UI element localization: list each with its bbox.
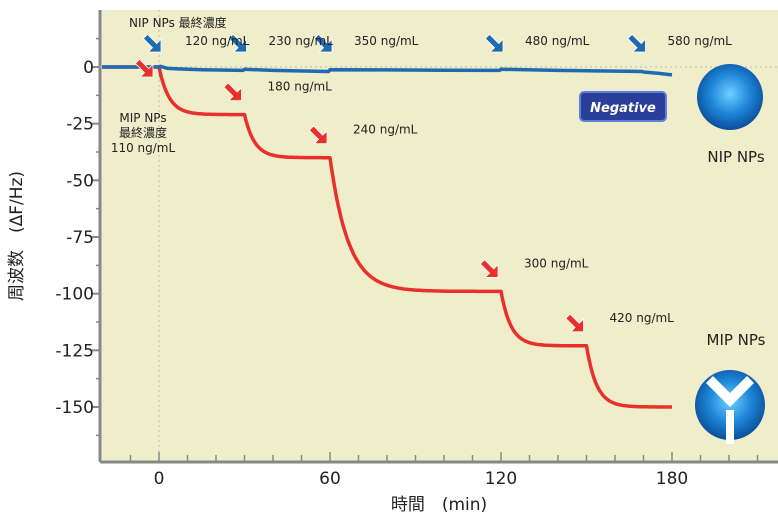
- nip-annotation-title: NIP NPs 最終濃度: [129, 15, 227, 30]
- negative-badge: [579, 91, 667, 122]
- x-tick-label: 0: [154, 469, 165, 489]
- series-layer: [102, 64, 673, 409]
- arrow-mip-1: [223, 82, 242, 101]
- y-tick-label: -125: [55, 341, 94, 361]
- x-axis-title: 時間 (min): [391, 495, 487, 515]
- legend-art: Negative NIP NPs MIP NPs: [579, 64, 766, 444]
- arrow-shape: [479, 259, 499, 278]
- arrow-nip-4: [627, 33, 646, 53]
- arrow-shape: [627, 33, 646, 53]
- mip-legend-label: MIP NPs: [707, 331, 766, 349]
- y-tick-label: -25: [66, 115, 94, 135]
- axes: 0 -25 -50 -75 -100 -125 -150 0 60 120 180: [55, 10, 778, 489]
- y-tick-label: 0: [83, 58, 94, 78]
- y-axis-title: 周波数 (ΔF/Hz): [7, 171, 27, 301]
- nip-annotation: 120 ng/mL: [185, 34, 250, 48]
- nip-sphere-icon: [697, 64, 763, 130]
- annotation-arrows: [134, 33, 646, 333]
- mip-annotation-line: 110 ng/mL: [111, 141, 176, 155]
- negative-badge-text: Negative: [590, 101, 656, 116]
- series-line-nip-nps: [102, 64, 673, 77]
- arrow-nip-2: [313, 33, 333, 53]
- arrow-shape: [308, 125, 328, 145]
- series-line-mip-nps: [102, 65, 673, 409]
- plot-panel: [100, 10, 778, 462]
- arrow-shape: [142, 33, 162, 53]
- y-tick-label: -150: [55, 398, 94, 418]
- y-tick-label: -50: [66, 171, 94, 191]
- mip-annotation: 240 ng/mL: [353, 123, 418, 137]
- arrow-shape: [484, 33, 504, 53]
- mip-annotation: 180 ng/mL: [268, 80, 333, 94]
- arrow-shape: [134, 58, 154, 78]
- arrow-nip-3: [484, 33, 504, 53]
- nip-annotation: 230 ng/mL: [269, 34, 334, 48]
- nip-annotation: 350 ng/mL: [354, 34, 419, 48]
- arrow-nip-1: [228, 33, 247, 53]
- x-tick-label: 120: [485, 469, 517, 489]
- arrow-mip-3: [479, 259, 499, 278]
- mip-cavity-top: [706, 376, 754, 407]
- y-tick-label: -100: [55, 285, 94, 305]
- mip-annotation-line: 最終濃度: [119, 125, 167, 140]
- arrow-mip-4: [565, 313, 584, 333]
- arrow-shape: [565, 313, 584, 333]
- arrow-mip-2: [308, 125, 328, 145]
- mip-cavity-stem: [726, 410, 734, 444]
- x-tick-label: 180: [656, 469, 688, 489]
- nip-legend-label: NIP NPs: [707, 148, 764, 166]
- arrow-nip-0: [142, 33, 162, 53]
- nip-annotation: 580 ng/mL: [668, 34, 733, 48]
- y-tick-label: -75: [66, 228, 94, 248]
- annotation-labels: NIP NPs 最終濃度 120 ng/mL 230 ng/mL 350 ng/mL 4…: [111, 15, 732, 325]
- arrow-mip-0: [134, 58, 154, 78]
- arrow-shape: [228, 33, 247, 53]
- mip-annotation: 300 ng/mL: [524, 256, 589, 270]
- nip-annotation: 480 ng/mL: [525, 34, 590, 48]
- arrow-shape: [223, 82, 242, 101]
- mip-annotation: 420 ng/mL: [610, 311, 675, 325]
- arrow-shape: [313, 33, 333, 53]
- x-tick-label: 60: [319, 469, 341, 489]
- mip-annotation-line: MIP NPs: [119, 111, 166, 125]
